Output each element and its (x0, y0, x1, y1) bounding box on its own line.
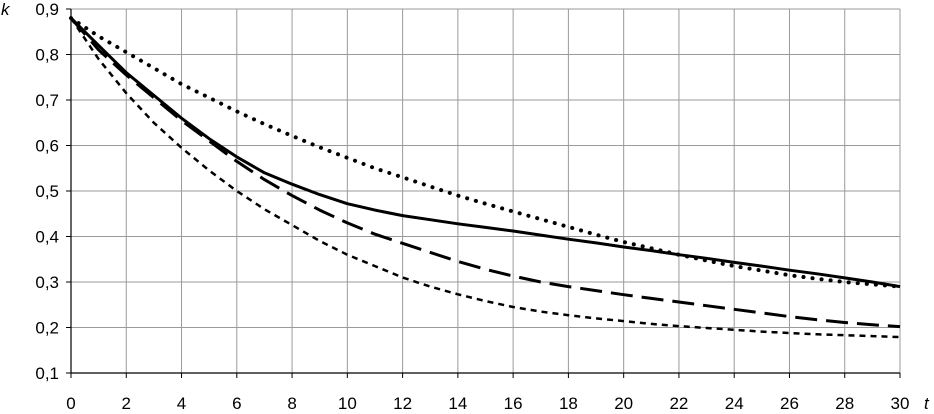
series-line-dotted (69, 16, 902, 289)
x-tick-label: 10 (338, 394, 357, 413)
x-tick-label: 0 (66, 394, 75, 413)
x-tick-label: 26 (780, 394, 799, 413)
x-tick-label: 2 (122, 394, 131, 413)
y-tick-label: 0,9 (35, 0, 59, 19)
x-axis-label: t (924, 394, 930, 413)
y-tick-label: 0,3 (35, 273, 59, 292)
x-tick-label: 14 (448, 394, 467, 413)
x-tick-label: 16 (504, 394, 523, 413)
x-tick-label: 6 (232, 394, 241, 413)
y-axis-label: k (1, 0, 11, 19)
y-tick-label: 0,2 (35, 319, 59, 338)
x-tick-label: 18 (559, 394, 578, 413)
y-tick-label: 0,4 (35, 228, 59, 247)
series-line-solid (69, 17, 901, 289)
x-tick-label: 22 (669, 394, 688, 413)
y-tick-label: 0,8 (35, 46, 59, 65)
y-tick-label: 0,5 (35, 182, 59, 201)
x-tick-label: 4 (177, 394, 186, 413)
y-tick-label: 0,1 (35, 364, 59, 383)
y-tick-label: 0,7 (35, 91, 59, 110)
x-tick-label: 30 (891, 394, 910, 413)
x-tick-label: 8 (287, 394, 296, 413)
x-tick-label: 20 (614, 394, 633, 413)
y-tick-label: 0,6 (35, 137, 59, 156)
series-line-long-dash (69, 17, 901, 329)
x-tick-label: 12 (393, 394, 412, 413)
series-line-short-dash (69, 17, 901, 339)
x-tick-label: 28 (835, 394, 854, 413)
x-tick-label: 24 (725, 394, 744, 413)
